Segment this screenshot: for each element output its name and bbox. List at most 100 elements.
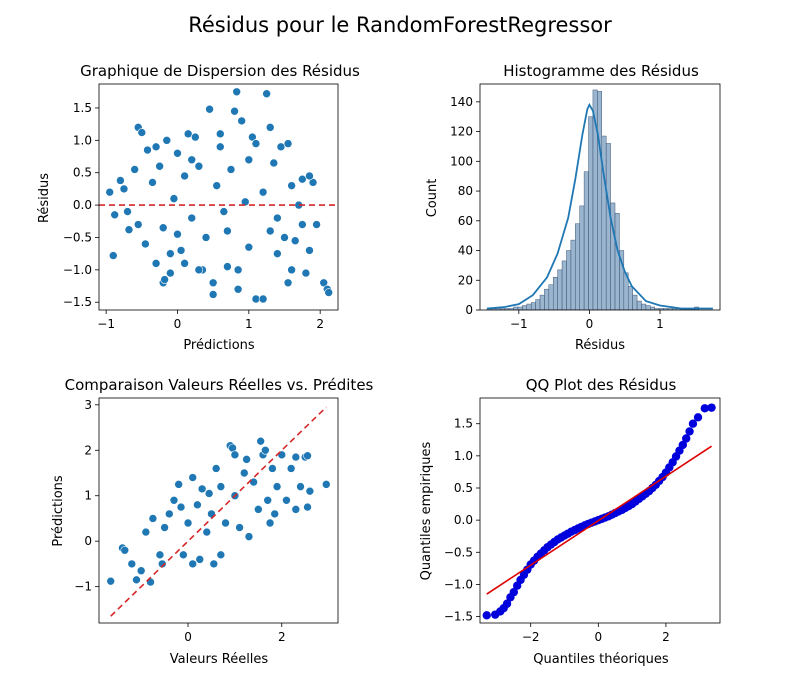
qq-point	[509, 587, 519, 597]
hist-residuals-ytick-label: 20	[458, 273, 473, 287]
prediction-point	[120, 545, 130, 555]
prediction-point	[176, 502, 186, 512]
residual-point	[265, 226, 275, 236]
qq-plot-ytick-label: 1.5	[454, 417, 473, 431]
residual-point	[232, 87, 241, 97]
qq-point	[678, 440, 688, 450]
scatter-residuals-ylabel: Résidus	[37, 173, 52, 223]
prediction-point	[321, 480, 331, 489]
residual-point	[158, 223, 168, 233]
residual-point	[173, 148, 182, 158]
residual-point	[240, 197, 250, 207]
histogram-bar	[627, 285, 633, 310]
scatter-residuals-xtick-label: 2	[316, 317, 324, 331]
qq-plot-ytick-label: −0.5	[444, 545, 473, 559]
residual-point	[308, 178, 318, 187]
residual-point	[244, 155, 254, 165]
residual-point	[233, 284, 243, 294]
residual-point	[124, 225, 134, 235]
histogram-bar	[636, 300, 642, 310]
residual-point	[237, 116, 246, 126]
scatter-residuals-ytick-label: −1.0	[63, 263, 92, 277]
actual-vs-predicted-xlabel: Valeurs Réelles	[170, 652, 269, 667]
residual-point	[151, 259, 161, 268]
prediction-point	[261, 445, 270, 455]
actual-vs-predicted-ytick-label: 2	[84, 443, 92, 457]
prediction-point	[155, 550, 165, 560]
prediction-point	[268, 464, 277, 473]
residual-point	[305, 171, 314, 181]
residual-point	[251, 294, 261, 304]
residual-point	[155, 161, 164, 171]
qq-plot-title: QQ Plot des Résidus	[526, 376, 677, 394]
qq-point	[688, 419, 698, 428]
residual-point	[105, 187, 115, 197]
scatter-residuals-ytick-label: 1.5	[73, 101, 92, 115]
prediction-point	[188, 559, 198, 569]
residual-point	[298, 220, 307, 229]
qq-point	[685, 427, 694, 436]
residual-point	[215, 142, 225, 152]
residual-point	[169, 194, 179, 203]
residual-point	[258, 294, 268, 304]
residual-point	[324, 288, 334, 297]
residual-point	[180, 171, 189, 181]
hist-residuals-ytick-label: 0	[465, 303, 473, 317]
qq-plot-ytick-label: −1.5	[444, 610, 473, 624]
hist-residuals-ytick-label: 140	[450, 95, 473, 109]
scatter-residuals-xtick-label: 1	[245, 317, 253, 331]
prediction-point	[106, 576, 116, 586]
prediction-point	[193, 500, 202, 510]
hist-residuals-ytick-label: 100	[450, 154, 473, 168]
prediction-point	[164, 509, 174, 519]
residual-point	[280, 233, 289, 242]
residual-point	[273, 249, 282, 258]
scatter-residuals-xtick-label: 0	[174, 317, 182, 331]
scatter-residuals-title: Graphique de Dispersion des Résidus	[80, 62, 360, 80]
qq-point	[700, 404, 709, 413]
hist-residuals-ylabel: Count	[425, 179, 440, 218]
prediction-point	[188, 473, 198, 482]
prediction-point	[235, 523, 244, 532]
residual-point	[283, 278, 293, 288]
prediction-point	[195, 555, 205, 564]
residual-point	[223, 226, 232, 236]
histogram-bar	[588, 116, 594, 310]
scatter-residuals-ytick-label: −1.5	[63, 295, 92, 309]
residual-point	[194, 265, 204, 275]
residual-point	[116, 176, 125, 185]
residual-point	[223, 262, 232, 271]
hist-residuals-xtick-label: −1	[510, 317, 528, 331]
prediction-point	[183, 518, 193, 528]
histogram-bar	[552, 277, 558, 310]
prediction-point	[216, 550, 226, 560]
residual-point	[108, 251, 118, 260]
histogram-bar	[544, 288, 550, 310]
figure-suptitle: Résidus pour le RandomForestRegressor	[188, 13, 612, 37]
residual-point	[265, 123, 275, 132]
identity-reference-line	[110, 406, 327, 617]
qq-point	[681, 434, 691, 443]
prediction-point	[209, 559, 219, 569]
prediction-point	[211, 464, 221, 473]
residual-point	[180, 259, 189, 268]
scatter-residuals-xtick-label: −1	[97, 317, 115, 331]
prediction-point	[221, 518, 230, 528]
residual-point	[201, 233, 211, 242]
qq-point	[707, 403, 716, 412]
prediction-point	[230, 450, 240, 460]
residual-point	[298, 174, 307, 184]
residual-point	[166, 268, 175, 278]
residual-point	[166, 249, 175, 258]
residual-point	[248, 132, 257, 142]
prediction-point	[202, 527, 212, 537]
prediction-point	[265, 518, 275, 528]
qq-plot-ylabel: Quantiles empiriques	[419, 441, 434, 580]
residual-point	[194, 161, 204, 171]
residual-point	[176, 246, 186, 255]
residual-point	[151, 142, 161, 152]
residual-point	[301, 268, 311, 278]
prediction-point	[282, 495, 291, 505]
histogram-bar	[645, 305, 651, 310]
histogram-bar	[641, 303, 647, 310]
